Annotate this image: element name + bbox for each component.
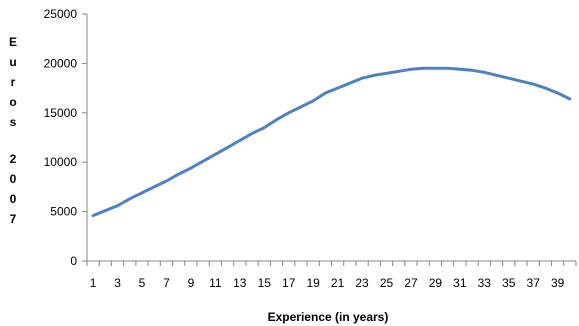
x-tick-label: 1	[90, 276, 97, 290]
x-tick-label: 5	[139, 276, 146, 290]
y-axis-title-letter: E	[9, 35, 17, 49]
y-tick-label: 5000	[50, 205, 77, 219]
y-tick-label: 15000	[44, 106, 78, 120]
x-tick-label: 39	[551, 276, 565, 290]
x-tick-label: 9	[188, 276, 195, 290]
x-tick-label: 37	[527, 276, 541, 290]
y-tick-label: 25000	[44, 7, 78, 21]
series-line	[91, 66, 572, 218]
y-axis-title-letter: r	[11, 75, 16, 89]
x-tick-label: 29	[429, 276, 443, 290]
x-tick-label: 17	[282, 276, 296, 290]
y-tick-label: 10000	[44, 155, 78, 169]
x-tick-label: 19	[306, 276, 320, 290]
y-axis-title-letter: 7	[10, 212, 17, 226]
y-axis: 0 5000 10000 15000 20000 25000	[44, 7, 87, 268]
x-tick-label: 23	[355, 276, 369, 290]
x-tick-label: 7	[163, 276, 170, 290]
x-tick-label: 13	[233, 276, 247, 290]
x-tick-label: 15	[258, 276, 272, 290]
x-tick-label: 21	[331, 276, 345, 290]
y-axis-title-letter: o	[9, 95, 16, 109]
y-axis-title-letter: 0	[10, 192, 17, 206]
x-axis-title: Experience (in years)	[268, 310, 389, 324]
y-axis-title-letter: 0	[10, 172, 17, 186]
y-axis-title-letter: u	[9, 55, 16, 69]
x-tick-label: 31	[453, 276, 467, 290]
x-axis: 1 3 5 7 9 11 13 15 17 19 21 23 25 27 29 31 33 35 37 39	[86, 261, 577, 290]
x-tick-label: 25	[380, 276, 394, 290]
y-axis-title-letter: s	[10, 115, 17, 129]
x-tick-label: 35	[502, 276, 516, 290]
x-tick-label: 33	[478, 276, 492, 290]
x-tick-label: 27	[404, 276, 418, 290]
plot-area	[86, 14, 576, 262]
y-tick-label: 0	[70, 254, 77, 268]
y-tick-label: 20000	[44, 56, 78, 70]
x-tick-label: 11	[209, 276, 222, 290]
x-tick-label: 3	[114, 276, 121, 290]
y-axis-title-letter: 2	[10, 152, 17, 166]
